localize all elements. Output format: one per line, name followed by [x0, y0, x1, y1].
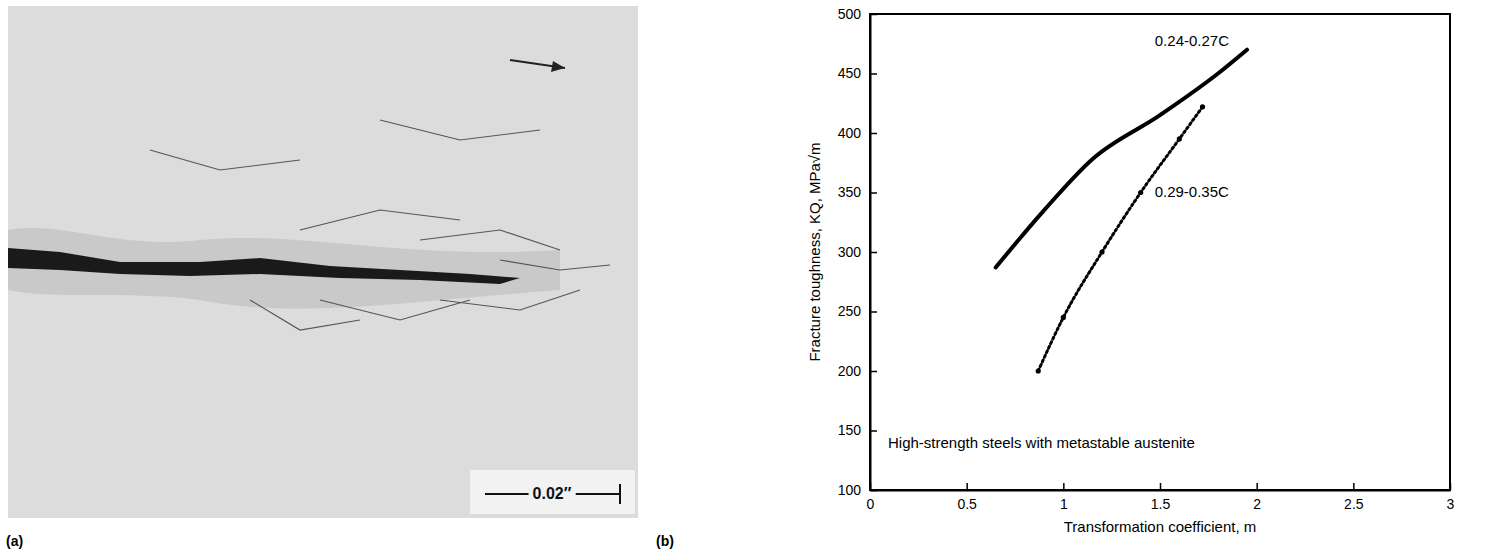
- series-marker: [1200, 104, 1205, 109]
- y-tick-label: 400: [838, 125, 862, 141]
- x-axis-title: Transformation coefficient, m: [1064, 518, 1257, 535]
- y-tick-mark: [870, 73, 877, 75]
- panel-a: 0.02″ (a): [6, 6, 638, 549]
- microcrack: [380, 120, 540, 140]
- x-tick-label: 1.5: [1151, 496, 1171, 512]
- microcrack: [150, 150, 300, 170]
- x-tick-label: 0.5: [957, 496, 977, 512]
- microcrack: [500, 260, 610, 270]
- x-tick: 0.5: [957, 483, 977, 512]
- series-marker: [1036, 368, 1041, 373]
- scale-bar-right: [576, 493, 620, 495]
- y-tick: 250: [838, 303, 877, 319]
- x-tick-mark: [1256, 483, 1258, 490]
- x-tick-label: 2: [1253, 496, 1261, 512]
- y-tick-mark: [870, 430, 877, 432]
- arrow-head: [551, 61, 565, 72]
- y-tick-label: 200: [838, 363, 862, 379]
- series-marker: [1061, 315, 1066, 320]
- series-label: 0.24-0.27C: [1155, 32, 1229, 49]
- x-tick: 2: [1253, 483, 1261, 512]
- plot-marks: [996, 50, 1247, 374]
- scale-bar-label: 0.02″: [533, 485, 572, 502]
- scale-bar-ground: [470, 470, 635, 514]
- x-tick-label: 3: [1447, 496, 1455, 512]
- y-tick: 400: [838, 125, 877, 141]
- x-tick-label: 0: [867, 496, 875, 512]
- crack: [8, 248, 520, 284]
- y-tick: 300: [838, 244, 877, 260]
- x-tick-mark: [1353, 483, 1355, 490]
- y-tick-mark: [870, 371, 877, 373]
- y-axis: 100 150 200 250 300 350 400 450 500: [838, 6, 877, 498]
- y-tick: 150: [838, 422, 877, 438]
- x-tick: 1: [1060, 483, 1068, 512]
- plot-frame: [870, 14, 1450, 490]
- y-tick-label: 450: [838, 65, 862, 81]
- y-tick-label: 350: [838, 184, 862, 200]
- y-tick: 350: [838, 184, 877, 200]
- x-tick: 2.5: [1344, 483, 1364, 512]
- y-tick-label: 500: [838, 6, 862, 22]
- y-tick-mark: [870, 252, 877, 254]
- y-tick-mark: [870, 192, 877, 194]
- y-axis-title: Fracture toughness, KQ, MPa√m: [806, 142, 823, 361]
- series-line: [996, 50, 1247, 268]
- series-marker: [1099, 249, 1104, 254]
- series-label: 0.29-0.35C: [1155, 183, 1229, 200]
- y-tick: 200: [838, 363, 877, 379]
- y-tick-label: 300: [838, 244, 862, 260]
- y-tick-mark: [870, 311, 877, 313]
- scale-bar-left: [485, 493, 529, 495]
- series-marker: [1177, 136, 1182, 141]
- series-marker: [1138, 190, 1143, 195]
- microcrack: [320, 300, 470, 320]
- x-tick-label: 2.5: [1344, 496, 1364, 512]
- panel-label: (b): [656, 533, 674, 549]
- x-tick-mark: [1160, 483, 1162, 490]
- y-tick-label: 100: [838, 482, 862, 498]
- y-tick-label: 150: [838, 422, 862, 438]
- x-tick: 1.5: [1151, 483, 1171, 512]
- microcrack: [420, 230, 560, 250]
- y-tick-label: 250: [838, 303, 862, 319]
- series-line: [1038, 107, 1202, 371]
- microcrack: [300, 210, 460, 230]
- x-tick-mark: [966, 483, 968, 490]
- micrograph: [8, 6, 638, 518]
- x-axis: 0 0.5 1 1.5 2 2.5 3: [867, 483, 1455, 512]
- microcrack: [250, 300, 360, 330]
- annotation: High-strength steels with metastable aus…: [888, 434, 1195, 451]
- y-tick-mark: [870, 133, 877, 135]
- x-tick-mark: [1063, 483, 1065, 490]
- panel-label: (a): [6, 533, 23, 549]
- x-tick-label: 1: [1060, 496, 1068, 512]
- crack-shadow: [8, 228, 560, 309]
- figure: 0.02″ (a) (b) 0 0.5 1 1.5 2 2.5 3 100 150 200 250 300 3…: [0, 0, 1494, 555]
- scale-bar-end: [619, 484, 621, 504]
- microcrack: [440, 290, 580, 310]
- y-tick: 450: [838, 65, 877, 81]
